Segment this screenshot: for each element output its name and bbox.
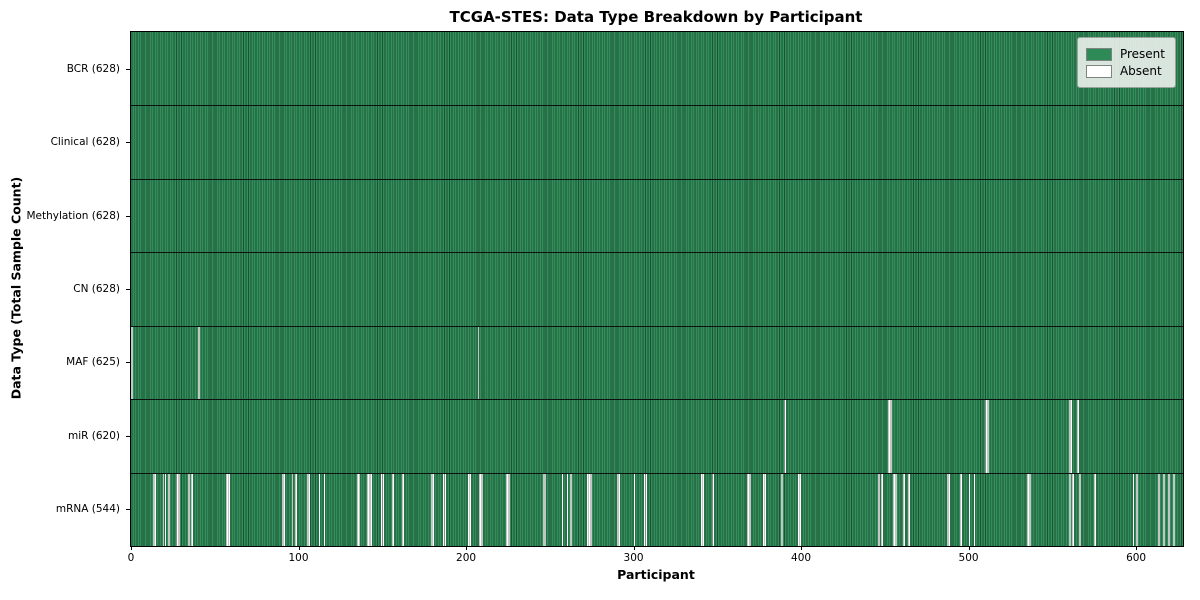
row-separator — [131, 472, 1183, 474]
cell-edges-texture — [131, 399, 1183, 473]
legend: Present Absent — [1076, 37, 1176, 88]
legend-swatch-present — [1085, 47, 1112, 61]
y-tick-mark — [126, 509, 130, 511]
y-tick-mark — [126, 215, 130, 217]
y-tick-label-CN: CN (628) — [73, 283, 120, 295]
cell-edges-texture — [131, 252, 1183, 326]
row-Clinical — [131, 105, 1183, 179]
x-tick-label: 600 — [1126, 552, 1147, 564]
legend-label-absent: Absent — [1119, 64, 1162, 78]
legend-label-present: Present — [1119, 47, 1165, 61]
row-MAF — [131, 325, 1183, 400]
row-BCR — [131, 32, 1183, 106]
legend-swatch-absent — [1085, 64, 1112, 78]
x-tick-label: 100 — [288, 552, 309, 564]
x-tick-mark — [1136, 546, 1138, 550]
row-CN — [131, 252, 1183, 326]
x-tick-label: 200 — [456, 552, 477, 564]
row-Methylation — [131, 178, 1183, 253]
cell-edges-texture — [131, 472, 1183, 546]
cell-edges-texture — [131, 32, 1183, 106]
row-separator — [131, 325, 1183, 327]
cell-edges-texture — [131, 325, 1183, 400]
y-tick-label-Methylation: Methylation (628) — [26, 209, 120, 222]
cell-edges-texture — [131, 105, 1183, 179]
x-tick-label: 400 — [791, 552, 812, 564]
x-tick-mark — [298, 546, 300, 550]
y-tick-mark — [126, 362, 130, 364]
row-mRNA — [131, 472, 1183, 546]
y-tick-mark — [126, 142, 130, 144]
y-tick-label-BCR: BCR (628) — [66, 62, 120, 75]
row-miR — [131, 399, 1183, 473]
chart-title: TCGA-STES: Data Type Breakdown by Partic… — [449, 8, 863, 26]
x-tick-mark — [968, 546, 970, 550]
legend-entry-absent: Absent — [1085, 64, 1165, 78]
plot-area — [130, 31, 1184, 547]
y-tick-mark — [126, 289, 130, 290]
x-tick-label: 300 — [623, 552, 644, 564]
x-tick-label: 500 — [958, 552, 979, 564]
y-tick-label-mRNA: mRNA (544) — [55, 503, 120, 516]
y-tick-label-MAF: MAF (625) — [66, 356, 120, 369]
x-axis-label: Participant — [617, 567, 695, 582]
row-separator — [131, 178, 1183, 180]
x-tick-mark — [131, 546, 132, 550]
row-separator — [131, 399, 1183, 401]
legend-entry-present: Present — [1085, 47, 1165, 61]
x-tick-label: 0 — [127, 552, 135, 564]
x-tick-mark — [801, 546, 803, 550]
cell-edges-texture — [131, 178, 1183, 253]
row-separator — [131, 252, 1183, 254]
x-tick-mark — [466, 546, 468, 550]
y-tick-label-miR: miR (620) — [67, 429, 120, 442]
y-tick-mark — [126, 435, 130, 437]
row-separator — [131, 105, 1183, 107]
y-tick-mark — [126, 68, 130, 70]
y-tick-label-Clinical: Clinical (628) — [50, 136, 120, 149]
x-tick-mark — [633, 546, 635, 550]
